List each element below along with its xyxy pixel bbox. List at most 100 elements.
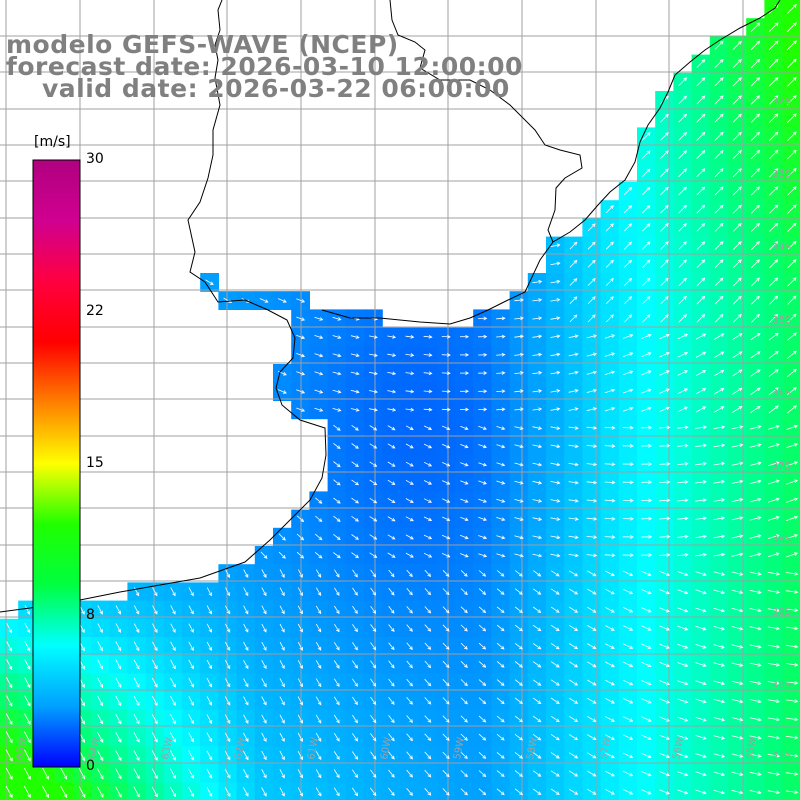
wind-arrow (604, 553, 616, 558)
latitude-label: 38S (772, 534, 791, 545)
wind-arrow (695, 680, 707, 686)
wind-arrow (532, 389, 543, 393)
wind-arrow (370, 696, 377, 705)
wind-arrow (785, 590, 799, 594)
wind-arrow (622, 370, 634, 376)
wind-arrow (623, 205, 633, 214)
wind-arrow (478, 389, 488, 394)
wind-arrow (297, 696, 303, 706)
wind-arrow (388, 733, 395, 742)
wind-arrow (568, 588, 579, 595)
wind-arrow (169, 786, 176, 798)
wind-arrow (296, 334, 306, 340)
wind-arrow (460, 425, 469, 430)
wind-arrow (658, 498, 671, 503)
wind-arrow (623, 607, 634, 613)
wind-arrow (332, 371, 342, 376)
wind-arrow (24, 641, 31, 652)
wind-arrow (767, 534, 780, 539)
wind-arrow (785, 790, 799, 794)
wind-arrow (334, 587, 340, 596)
wind-arrow (133, 641, 140, 652)
wind-arrow (133, 695, 140, 707)
wind-arrow (406, 588, 413, 596)
wind-cell (764, 782, 784, 800)
wind-arrow (279, 623, 285, 633)
wind-arrow (769, 295, 779, 305)
wind-cell (618, 200, 638, 219)
wind-arrow (369, 443, 378, 449)
wind-cell (746, 91, 765, 110)
wind-cell (345, 782, 365, 800)
wind-arrow (767, 552, 780, 558)
wind-arrow (532, 553, 543, 558)
wind-arrow (279, 714, 285, 724)
wind-arrow (550, 261, 561, 266)
wind-arrow (750, 259, 760, 269)
wind-arrow (314, 371, 324, 376)
wind-arrow (605, 661, 615, 668)
wind-cell (582, 309, 602, 329)
wind-arrow (695, 388, 707, 395)
wind-arrow (514, 661, 523, 668)
wind-arrow (514, 462, 524, 467)
wind-arrow (677, 625, 689, 631)
wind-arrow (351, 751, 358, 760)
wind-arrow (787, 240, 797, 251)
wind-arrow (370, 624, 377, 633)
wind-arrow (660, 314, 669, 323)
wind-arrow (605, 716, 615, 722)
wind-cell (764, 254, 784, 274)
wind-arrow (640, 553, 653, 557)
wind-arrow (352, 642, 358, 651)
wind-arrow (641, 388, 652, 394)
wind-arrow (767, 516, 780, 521)
wind-arrow (678, 132, 687, 141)
wind-arrow (369, 371, 378, 376)
wind-arrow (352, 605, 358, 615)
wind-arrow (605, 570, 615, 577)
wind-cell (691, 145, 711, 165)
wind-arrow (659, 406, 670, 412)
wind-cell (36, 782, 56, 800)
wind-arrow (641, 716, 652, 722)
wind-arrow (496, 588, 505, 595)
latitude-label: 34S (772, 242, 791, 253)
wind-arrow (514, 334, 524, 339)
wind-arrow (750, 131, 761, 141)
wind-arrow (749, 443, 762, 448)
wind-arrow (423, 534, 433, 540)
wind-arrow (659, 680, 670, 686)
wind-cell (746, 145, 765, 165)
wind-arrow (677, 480, 689, 484)
wind-arrow (586, 407, 597, 412)
wind-arrow (550, 352, 561, 357)
wind-arrow (351, 515, 359, 522)
wind-cell (746, 364, 765, 383)
wind-arrow (623, 661, 634, 668)
wind-cell (746, 72, 765, 92)
wind-cell (564, 236, 583, 256)
wind-arrow (749, 516, 762, 521)
wind-arrow (714, 295, 724, 305)
wind-arrow (405, 479, 414, 485)
wind-arrow (713, 607, 726, 613)
wind-arrow (442, 788, 450, 796)
wind-arrow (460, 534, 469, 540)
wind-arrow (659, 333, 670, 340)
wind-arrow (605, 679, 615, 686)
wind-arrow (695, 771, 707, 777)
wind-arrow (769, 168, 779, 178)
wind-arrow (441, 371, 451, 376)
wind-arrow (5, 767, 13, 780)
wind-arrow (604, 498, 616, 503)
wind-arrow (423, 389, 433, 394)
wind-arrow (786, 332, 797, 341)
wind-arrow (769, 186, 779, 196)
wind-arrow (350, 335, 360, 339)
wind-arrow (224, 696, 231, 706)
wind-arrow (514, 697, 523, 705)
wind-arrow (352, 714, 358, 724)
wind-cell (673, 236, 693, 256)
wind-arrow (659, 388, 670, 394)
